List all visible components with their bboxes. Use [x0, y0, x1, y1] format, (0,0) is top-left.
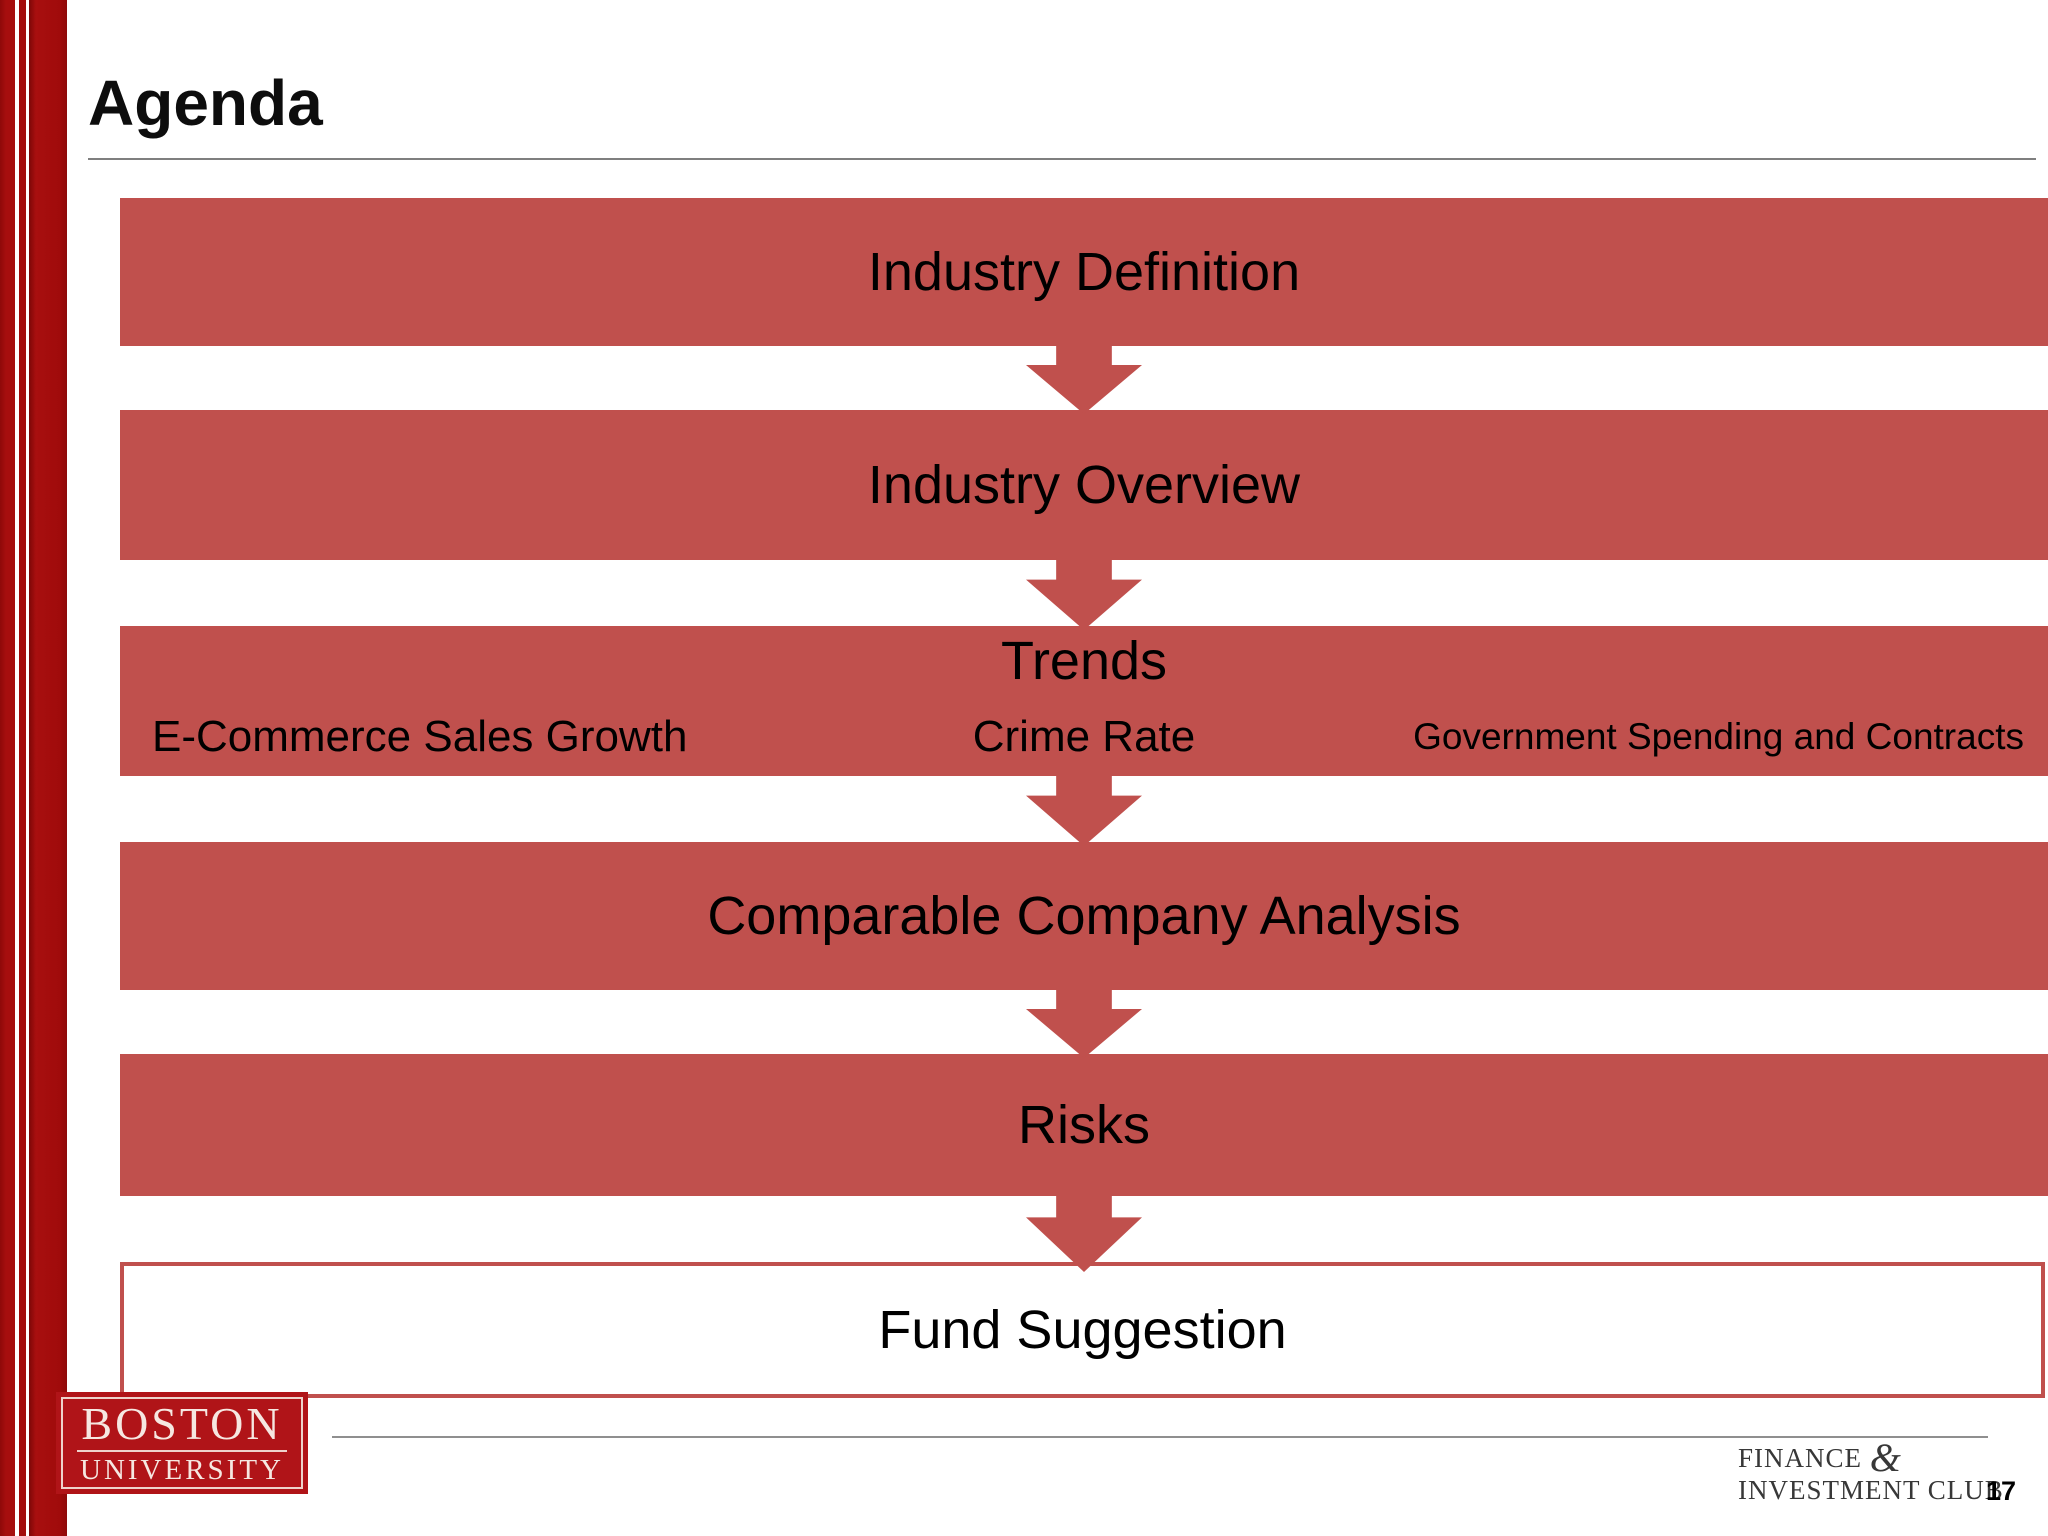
- flow-step-label: Comparable Company Analysis: [707, 886, 1461, 946]
- down-arrow-icon: [1026, 344, 1142, 414]
- left-stripe-wide: [29, 0, 67, 1536]
- flow-step-label: Industry Overview: [867, 455, 1301, 515]
- flow-step-label: Risks: [1018, 1095, 1150, 1155]
- flow-step-industry-definition: Industry Definition: [120, 198, 2048, 346]
- down-arrow-icon: [1026, 558, 1142, 630]
- flow-step-industry-overview: Industry Overview: [120, 410, 2048, 560]
- trend-item-government-spending: Government Spending and Contracts: [1413, 716, 2024, 757]
- bu-logo-divider: [77, 1450, 287, 1452]
- flow-step-label: Trends: [1000, 631, 1168, 691]
- club-logo-investment-club-text: INVESTMENT CLUB: [1738, 1475, 2004, 1505]
- trend-item-crime-rate: Crime Rate: [972, 712, 1196, 761]
- flow-step-label: Fund Suggestion: [878, 1300, 1287, 1360]
- boston-university-logo-inner: BOSTON UNIVERSITY: [61, 1397, 303, 1489]
- page-number: 17: [1986, 1476, 2017, 1506]
- flow-step-fund-suggestion: Fund Suggestion: [120, 1262, 2045, 1398]
- bu-logo-university-text: UNIVERSITY: [80, 1454, 284, 1486]
- down-arrow-icon: [1026, 988, 1142, 1058]
- club-logo-finance-text: FINANCE: [1738, 1443, 1863, 1473]
- finance-investment-club-logo: FINANCE & INVESTMENT CLUB: [1738, 1438, 2004, 1506]
- down-arrow-icon: [1026, 1194, 1142, 1272]
- boston-university-logo: BOSTON UNIVERSITY: [56, 1392, 308, 1494]
- flow-step-comparable-company-analysis: Comparable Company Analysis: [120, 842, 2048, 990]
- bu-logo-boston-text: BOSTON: [81, 1398, 283, 1449]
- title-underline: [88, 158, 2036, 160]
- flow-step-risks: Risks: [120, 1054, 2048, 1196]
- left-stripe-outer: [0, 0, 15, 1536]
- trend-item-ecommerce: E-Commerce Sales Growth: [152, 712, 688, 761]
- footer-divider-line: [332, 1436, 1988, 1438]
- flow-step-trends: Trends E-Commerce Sales Growth Crime Rat…: [120, 626, 2048, 776]
- down-arrow-icon: [1026, 774, 1142, 846]
- club-logo-ampersand: &: [1869, 1435, 1902, 1480]
- page-title: Agenda: [88, 67, 323, 139]
- flow-step-label: Industry Definition: [867, 242, 1301, 302]
- left-stripe-thin: [19, 0, 26, 1536]
